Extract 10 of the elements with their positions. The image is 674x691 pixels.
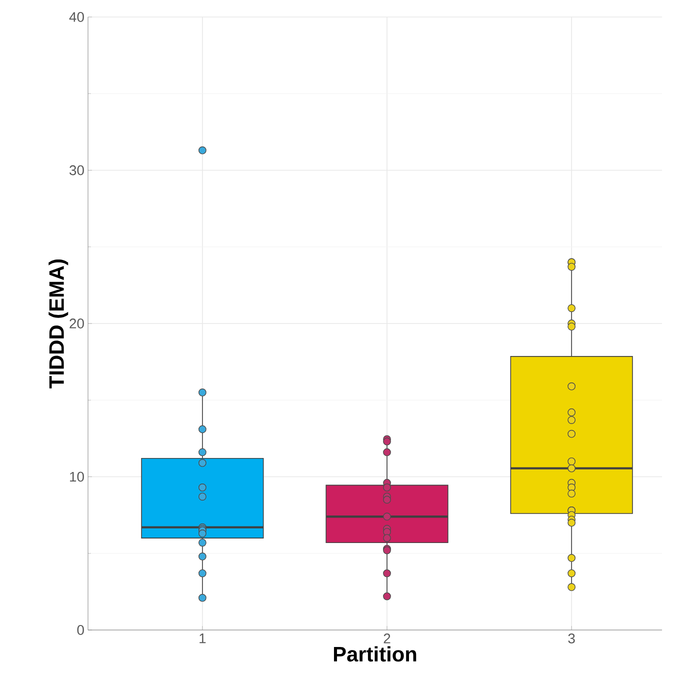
y-tick-label: 20 (70, 318, 84, 328)
y-tick-label: 40 (69, 12, 84, 22)
x-axis-title: Partition (334, 646, 416, 662)
y-axis-title: TIDDD (EMA) (48, 259, 68, 388)
y-tick-label: 30 (69, 165, 84, 176)
x-tick-label: 3 (568, 634, 575, 644)
y-tick-label: 10 (70, 472, 84, 482)
x-tick-label: 2 (384, 634, 390, 644)
x-tick-label: 1 (200, 634, 206, 644)
y-tick-label: 0 (77, 625, 84, 635)
